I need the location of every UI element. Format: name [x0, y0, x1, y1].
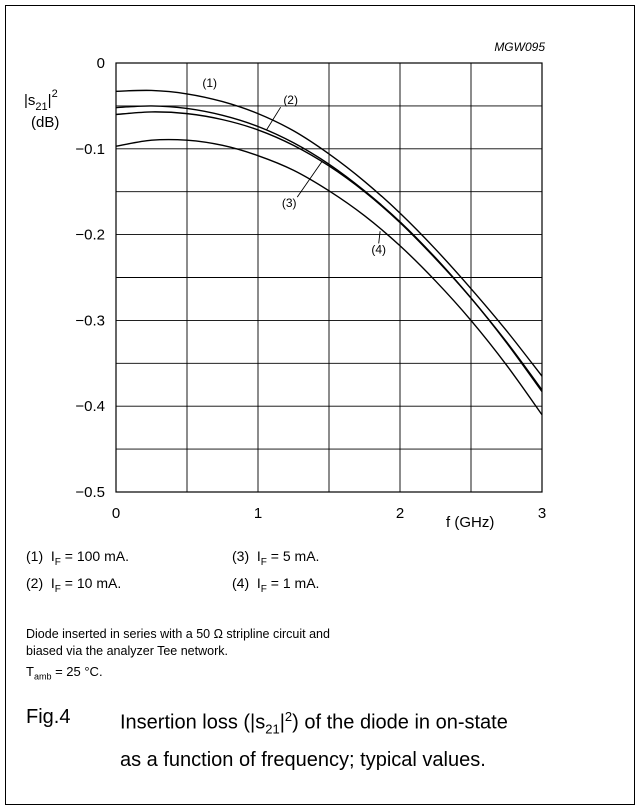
plot-border	[115, 62, 543, 493]
curve-label-4: (4)	[371, 242, 386, 256]
legend-value: = 5 mA.	[266, 548, 320, 564]
figure-frame	[5, 5, 635, 805]
legend-item-1: (1) IF = 100 mA.	[26, 548, 129, 568]
y-tick-label: −0.1	[75, 141, 105, 158]
legend-subscript: F	[54, 583, 61, 595]
legend-value: = 100 mA.	[60, 548, 129, 564]
curve-label-leader	[296, 161, 323, 198]
curve-labels: (1) (2) (3) (4)	[202, 76, 386, 256]
curve-label-leader	[378, 231, 381, 244]
chart: 0 −0.1 −0.2 −0.3 −0.4 −0.5 0 1 2 3 (1) (2) (3) (4) M…	[24, 40, 546, 531]
tick-labels: 0 −0.1 −0.2 −0.3 −0.4 −0.5 0 1 2 3	[75, 55, 546, 522]
caption-part: Insertion loss (|s	[120, 711, 266, 734]
caption-line-2: as a function of frequency; typical valu…	[120, 748, 486, 771]
temperature-note: Tamb = 25 °C.	[26, 664, 103, 682]
x-axis-label: f (GHz)	[446, 514, 494, 531]
legend-item-3: (3) IF = 5 mA.	[232, 548, 319, 568]
legend-symbol: I	[50, 548, 55, 564]
y-tick-label: −0.5	[75, 484, 105, 501]
figure-number: Fig.4	[26, 706, 71, 728]
legend-symbol: I	[50, 575, 55, 591]
y-axis-label: |s21|2	[24, 88, 58, 113]
note-line-2: biased via the analyzer Tee network.	[26, 644, 228, 658]
caption-superscript: 2	[284, 709, 293, 724]
caption-part: ) of the diode in on-state	[292, 711, 508, 734]
legend-number: (1)	[26, 548, 44, 564]
legend-value: = 1 mA.	[266, 575, 320, 591]
x-tick-label: 1	[254, 505, 262, 522]
caption-text: Insertion loss (|s21|2) of the diode in …	[120, 702, 640, 775]
x-tick-label: 0	[112, 505, 120, 522]
legend-number: (3)	[232, 548, 250, 564]
temperature-subscript: amb	[33, 671, 52, 682]
y-tick-label: −0.3	[75, 312, 105, 329]
curve-label-1: (1)	[202, 76, 217, 90]
legend-symbol: I	[256, 548, 261, 564]
curve-label-2: (2)	[283, 93, 298, 107]
series-group	[115, 89, 543, 416]
legend-subscript: F	[260, 556, 267, 568]
legend-subscript: F	[54, 556, 61, 568]
grid	[115, 62, 543, 493]
y-tick-label: −0.4	[75, 398, 105, 415]
temperature-value: = 25 °C.	[51, 664, 103, 679]
curve-label-3: (3)	[282, 196, 297, 210]
legend-number: (4)	[232, 575, 250, 591]
legend-symbol: I	[256, 575, 261, 591]
x-tick-label: 2	[396, 505, 404, 522]
series-line-4	[115, 138, 543, 416]
caption-line-1: Insertion loss (|s21|2) of the diode in …	[120, 702, 640, 745]
legend-value: = 10 mA.	[60, 575, 122, 591]
x-tick-label: 3	[538, 505, 546, 522]
series-line-1	[115, 89, 543, 377]
note-line-1: Diode inserted in series with a 50 Ω str…	[26, 627, 330, 641]
note-text: Diode inserted in series with a 50 Ω str…	[26, 626, 330, 660]
temperature-symbol: T	[26, 664, 34, 679]
y-axis-title: |s21|2 (dB)	[24, 88, 59, 131]
y-tick-label: −0.2	[75, 227, 105, 244]
curve-label-leader	[266, 106, 282, 131]
y-axis-unit: (dB)	[31, 114, 59, 131]
series-line-3	[115, 111, 543, 393]
figure-code: MGW095	[494, 40, 545, 54]
caption-part: |	[279, 711, 285, 734]
caption-subscript: 21	[265, 721, 280, 737]
legend-item-4: (4) IF = 1 mA.	[232, 575, 319, 595]
legend-item-2: (2) IF = 10 mA.	[26, 575, 121, 595]
legend-number: (2)	[26, 575, 44, 591]
y-tick-label: 0	[97, 55, 105, 72]
legend-subscript: F	[260, 583, 267, 595]
